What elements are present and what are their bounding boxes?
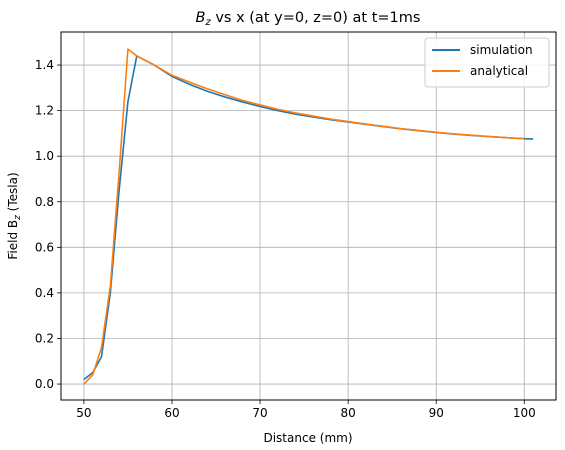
- y-tick-label: 1.2: [35, 104, 54, 118]
- x-tick-label: 100: [513, 406, 536, 420]
- axis-ticks: 50 60 70 80 90 100 0.0 0.2 0.4 0.6 0.8 1.0 1.2 1.4: [35, 58, 536, 420]
- x-tick-label: 80: [340, 406, 355, 420]
- x-tick-label: 60: [164, 406, 179, 420]
- ylabel-rest: (Tesla): [6, 172, 20, 215]
- y-tick-label: 0.8: [35, 195, 54, 209]
- x-axis-label: Distance (mm): [263, 431, 352, 445]
- title-rest: vs x (at y=0, z=0) at t=1ms: [211, 10, 421, 26]
- series-lines: [83, 48, 534, 385]
- y-tick-label: 0.2: [35, 331, 54, 345]
- y-tick-label: 1.4: [35, 58, 54, 72]
- ylabel-base: Field B: [6, 220, 20, 260]
- chart-title: Bz vs x (at y=0, z=0) at t=1ms: [196, 10, 421, 28]
- legend: simulation analytical: [424, 37, 550, 88]
- y-tick-label: 0.4: [35, 286, 54, 300]
- y-tick-label: 1.0: [35, 149, 54, 163]
- x-tick-label: 70: [252, 406, 267, 420]
- x-tick-label: 90: [429, 406, 444, 420]
- ylabel-sub: z: [13, 215, 23, 221]
- legend-label-simulation: simulation: [470, 43, 533, 57]
- y-axis-label: Field Bz (Tesla): [6, 172, 23, 259]
- title-base: B: [196, 10, 206, 26]
- grid: [61, 32, 556, 400]
- x-tick-label: 50: [76, 406, 91, 420]
- series-line-analytical: [83, 48, 525, 385]
- legend-label-analytical: analytical: [470, 64, 528, 78]
- title-sub: z: [204, 17, 211, 28]
- y-tick-label: 0.0: [35, 377, 54, 391]
- y-tick-label: 0.6: [35, 240, 54, 254]
- plot-frame: [60, 31, 557, 401]
